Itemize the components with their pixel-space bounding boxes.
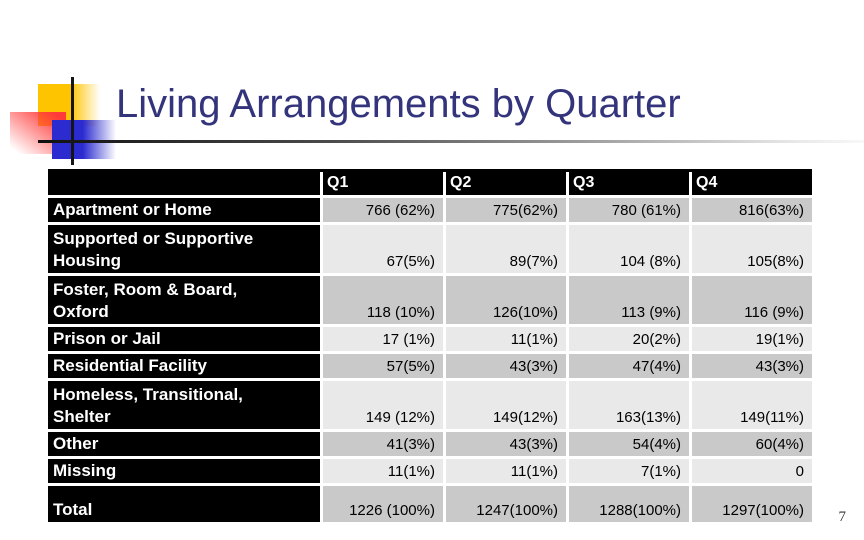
deco-vertical-line — [71, 77, 74, 165]
cell-value: 766 (62%) — [323, 198, 443, 222]
cell-value: 118 (10%) — [323, 276, 443, 324]
cell-value: 11(1%) — [323, 459, 443, 483]
cell-value: 113 (9%) — [569, 276, 689, 324]
table-row-prison: Prison or Jail 17 (1%) 11(1%) 20(2%) 19(… — [48, 327, 812, 351]
table-row-supported-housing: Supported or Supportive Housing 67(5%) 8… — [48, 225, 812, 273]
row-label: Prison or Jail — [48, 327, 320, 351]
title-rule — [38, 140, 864, 143]
cell-value: 43(3%) — [692, 354, 812, 378]
row-label: Supported or Supportive Housing — [48, 225, 320, 273]
table-row-foster: Foster, Room & Board, Oxford 118 (10%) 1… — [48, 276, 812, 324]
row-label: Foster, Room & Board, Oxford — [48, 276, 320, 324]
cell-value: 104 (8%) — [569, 225, 689, 273]
cell-value: 1247(100%) — [446, 486, 566, 522]
deco-blue-square — [52, 120, 116, 159]
table-row-total: Total 1226 (100%) 1247(100%) 1288(100%) … — [48, 486, 812, 522]
cell-value: 816(63%) — [692, 198, 812, 222]
row-label: Other — [48, 432, 320, 456]
cell-value: 67(5%) — [323, 225, 443, 273]
cell-value: 89(7%) — [446, 225, 566, 273]
cell-value: 43(3%) — [446, 432, 566, 456]
cell-value: 0 — [692, 459, 812, 483]
col-header-blank — [48, 172, 320, 195]
cell-value: 20(2%) — [569, 327, 689, 351]
table-row-missing: Missing 11(1%) 11(1%) 7(1%) 0 — [48, 459, 812, 483]
cell-value: 41(3%) — [323, 432, 443, 456]
cell-value: 105(8%) — [692, 225, 812, 273]
cell-value: 11(1%) — [446, 459, 566, 483]
table-row-homeless: Homeless, Transitional, Shelter 149 (12%… — [48, 381, 812, 429]
col-header-q4: Q4 — [692, 172, 812, 195]
cell-value: 775(62%) — [446, 198, 566, 222]
slide-title: Living Arrangements by Quarter — [116, 82, 681, 126]
col-header-q3: Q3 — [569, 172, 689, 195]
table-top-border — [48, 169, 812, 172]
living-arrangements-table: Q1 Q2 Q3 Q4 Apartment or Home 766 (62%) … — [45, 169, 815, 525]
row-label: Total — [48, 486, 320, 522]
row-label: Missing — [48, 459, 320, 483]
cell-value: 149(12%) — [446, 381, 566, 429]
cell-value: 163(13%) — [569, 381, 689, 429]
col-header-q1: Q1 — [323, 172, 443, 195]
col-header-q2: Q2 — [446, 172, 566, 195]
row-label: Residential Facility — [48, 354, 320, 378]
cell-value: 43(3%) — [446, 354, 566, 378]
cell-value: 11(1%) — [446, 327, 566, 351]
cell-value: 1288(100%) — [569, 486, 689, 522]
cell-value: 780 (61%) — [569, 198, 689, 222]
page-number: 7 — [838, 509, 847, 525]
table-row-apartment: Apartment or Home 766 (62%) 775(62%) 780… — [48, 198, 812, 222]
cell-value: 1226 (100%) — [323, 486, 443, 522]
cell-value: 17 (1%) — [323, 327, 443, 351]
cell-value: 19(1%) — [692, 327, 812, 351]
cell-value: 149(11%) — [692, 381, 812, 429]
cell-value: 149 (12%) — [323, 381, 443, 429]
cell-value: 60(4%) — [692, 432, 812, 456]
cell-value: 47(4%) — [569, 354, 689, 378]
row-label: Homeless, Transitional, Shelter — [48, 381, 320, 429]
cell-value: 1297(100%) — [692, 486, 812, 522]
table-row-residential: Residential Facility 57(5%) 43(3%) 47(4%… — [48, 354, 812, 378]
row-label: Apartment or Home — [48, 198, 320, 222]
cell-value: 54(4%) — [569, 432, 689, 456]
cell-value: 7(1%) — [569, 459, 689, 483]
cell-value: 126(10%) — [446, 276, 566, 324]
table-header-row: Q1 Q2 Q3 Q4 — [48, 172, 812, 195]
cell-value: 57(5%) — [323, 354, 443, 378]
table-row-other: Other 41(3%) 43(3%) 54(4%) 60(4%) — [48, 432, 812, 456]
cell-value: 116 (9%) — [692, 276, 812, 324]
